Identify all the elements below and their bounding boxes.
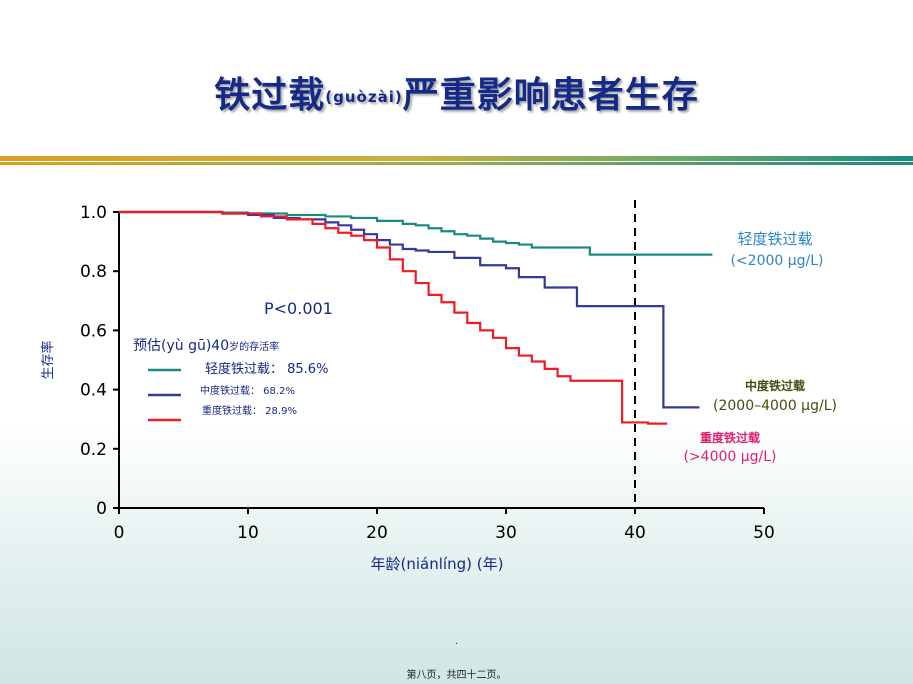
p-value: P<0.001 bbox=[264, 299, 333, 318]
x-tick-label: 50 bbox=[753, 523, 775, 543]
slide-dot: . bbox=[455, 636, 459, 647]
title-pinyin: (guòzài) bbox=[325, 88, 403, 106]
legend-title: 预估(yù gū)40岁的存活率 bbox=[133, 338, 279, 354]
y-tick-label: 0.6 bbox=[80, 321, 107, 341]
y-tick-label: 0 bbox=[96, 499, 107, 519]
y-tick-label: 0.8 bbox=[80, 262, 107, 282]
x-tick-label: 30 bbox=[495, 523, 517, 543]
survival-curve-severe bbox=[119, 210, 668, 425]
series-range-severe: (>4000 μg/L) bbox=[683, 449, 776, 465]
series-name-severe: 重度铁过载 bbox=[700, 430, 760, 445]
x-tick-label: 0 bbox=[114, 523, 125, 543]
slide-title: 铁过载(guòzài)严重影响患者生存 bbox=[0, 66, 913, 118]
legend-title-a: 预估(yù gū)40 bbox=[133, 338, 229, 354]
y-tick-label: 1.0 bbox=[80, 203, 107, 223]
x-axis-label: 年龄(niánlíng) (年) bbox=[371, 555, 504, 573]
title-rest: 严重影响患者生存 bbox=[402, 75, 699, 116]
x-tick-label: 10 bbox=[237, 523, 259, 543]
y-tick-label: 0.2 bbox=[80, 440, 107, 460]
header-stripe-teal bbox=[0, 162, 913, 165]
y-axis-label: 生存率 bbox=[40, 340, 56, 379]
series-name-moderate: 中度铁过载 bbox=[745, 378, 805, 393]
legend-label-severe: 重度铁过载： 28.9% bbox=[202, 404, 297, 417]
survival-curve-moderate bbox=[119, 210, 700, 409]
legend-label-mild: 轻度铁过载： 85.6% bbox=[205, 361, 328, 377]
legend-title-b: 岁的存活率 bbox=[229, 340, 279, 353]
title-main: 铁过载 bbox=[214, 75, 326, 116]
header-stripe-gold bbox=[0, 156, 913, 161]
legend-label-moderate: 中度铁过载： 68.2% bbox=[200, 384, 295, 397]
x-tick-label: 20 bbox=[366, 523, 388, 543]
series-range-moderate: (2000–4000 μg/L) bbox=[713, 398, 837, 414]
x-tick-label: 40 bbox=[624, 523, 646, 543]
page-footer: 第八页，共四十二页。 bbox=[406, 670, 507, 681]
y-tick-label: 0.4 bbox=[80, 381, 107, 401]
survival-curve-mild bbox=[119, 210, 713, 256]
series-range-mild: (<2000 μg/L) bbox=[730, 253, 823, 269]
series-name-mild: 轻度铁过载 bbox=[737, 230, 812, 248]
